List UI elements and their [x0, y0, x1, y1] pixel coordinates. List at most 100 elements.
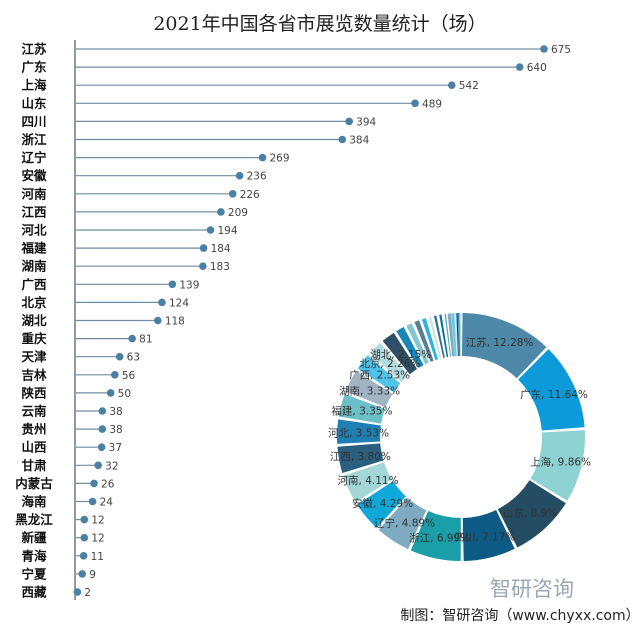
donut-slice — [456, 313, 459, 357]
donut-slice — [461, 313, 547, 379]
donut-slice — [414, 320, 434, 362]
category-label: 天津 — [21, 349, 47, 364]
value-label: 9 — [89, 569, 96, 581]
category-label: 宁夏 — [21, 566, 47, 581]
donut-chart — [337, 313, 586, 561]
donut-slice — [357, 481, 406, 528]
category-label: 四川 — [21, 114, 46, 129]
lollipop-dot — [90, 479, 98, 488]
value-label: 24 — [100, 497, 114, 509]
category-label: 重庆 — [21, 331, 47, 346]
category-label: 广西 — [21, 277, 46, 292]
lollipop-dot — [515, 63, 524, 71]
donut-slice — [343, 462, 393, 503]
value-label: 81 — [139, 334, 152, 346]
category-label: 西藏 — [21, 585, 47, 600]
slice-label: 福建, 3.35% — [331, 405, 392, 418]
value-label: 640 — [527, 62, 547, 74]
donut-slice — [433, 315, 445, 358]
lollipop-dot — [115, 352, 124, 361]
lollipop-dot — [78, 570, 87, 578]
value-label: 394 — [356, 116, 376, 128]
value-label: 269 — [270, 153, 290, 165]
lollipop-dot — [217, 208, 225, 216]
slice-label: 河北, 3.53% — [328, 428, 389, 440]
category-label: 新疆 — [21, 530, 47, 545]
donut-slice — [454, 313, 458, 357]
value-label: 194 — [218, 225, 238, 237]
lollipop-dot — [345, 117, 353, 126]
donut-slice — [439, 314, 449, 358]
donut-slice — [428, 316, 442, 359]
category-label: 山东 — [21, 96, 47, 111]
donut-slice — [459, 313, 461, 357]
value-label: 139 — [179, 279, 199, 291]
lollipop-dot — [111, 371, 119, 379]
category-label: 江苏 — [21, 42, 47, 57]
lollipop-dot — [106, 389, 115, 397]
slice-label: 广东, 11.64% — [520, 388, 588, 401]
lollipop-dot — [206, 226, 215, 234]
category-label: 广东 — [21, 60, 47, 75]
category-label: 上海 — [21, 78, 47, 93]
donut-slice — [497, 480, 566, 548]
lollipop-dot — [447, 81, 456, 89]
donut-slice — [345, 370, 393, 408]
donut-slice — [382, 332, 418, 375]
lollipop-dot — [97, 443, 106, 452]
category-label: 湖北 — [21, 313, 47, 328]
lollipop-dot — [98, 425, 107, 433]
category-label: 山西 — [21, 440, 46, 455]
slice-label: 上海, 9.86% — [530, 456, 591, 469]
category-label: 安徽 — [21, 168, 47, 183]
value-label: 226 — [240, 189, 260, 201]
value-label: 12 — [91, 515, 104, 527]
value-label: 124 — [169, 297, 189, 309]
category-label: 海南 — [21, 494, 47, 509]
slice-label: 浙江, 6.99% — [409, 532, 470, 544]
slice-label: 广西, 2.53% — [349, 370, 410, 382]
lollipop-dot — [94, 461, 102, 470]
watermark-text: 智研咨询 — [490, 577, 574, 601]
slice-label: 河南, 4.11% — [338, 474, 399, 487]
lollipop-dot — [128, 334, 136, 343]
category-label: 北京 — [21, 295, 47, 310]
slice-label: 湖南, 3.33% — [339, 385, 400, 398]
lollipop-dot — [338, 135, 347, 144]
value-label: 209 — [228, 207, 248, 219]
category-label: 浙江 — [21, 132, 47, 147]
donut-slice — [378, 497, 427, 550]
lollipop-dot — [258, 153, 267, 162]
donut-slice — [451, 313, 457, 357]
donut-slice — [396, 327, 424, 368]
source-note: 制图：智研咨询（www.chyxx.com） — [400, 608, 639, 624]
lollipop-dot — [199, 244, 208, 252]
category-label: 河北 — [21, 223, 47, 238]
value-label: 183 — [210, 261, 230, 273]
category-label: 内蒙古 — [15, 476, 53, 491]
lollipop-dot — [228, 190, 237, 198]
donut-slice — [444, 313, 452, 357]
lollipop-dot — [154, 316, 162, 325]
lollipop-dot — [73, 588, 82, 596]
value-label: 384 — [349, 135, 369, 147]
value-label: 2 — [84, 587, 91, 599]
donut-slice — [518, 349, 585, 431]
value-label: 32 — [105, 460, 118, 472]
donut-slice — [337, 443, 384, 473]
value-label: 118 — [165, 316, 185, 328]
lollipop-dot — [79, 552, 88, 560]
donut-slice — [410, 511, 461, 561]
category-label: 青海 — [21, 548, 47, 563]
value-label: 37 — [109, 442, 122, 454]
slice-label: 辽宁, 4.89% — [374, 517, 435, 530]
donut-slice — [530, 430, 586, 501]
value-label: 11 — [91, 551, 104, 563]
donut-labels: 江苏, 12.28% 广东, 11.64% 上海, 9.86% 山东, 8.9% 四川,… — [328, 336, 591, 544]
slice-label: 安徽, 4.29% — [352, 497, 413, 510]
chart-title: 2021年中国各省市展览数量统计（场） — [153, 13, 486, 35]
donut-slice — [458, 313, 460, 357]
category-label: 辽宁 — [21, 150, 46, 165]
category-label: 河南 — [21, 186, 47, 201]
